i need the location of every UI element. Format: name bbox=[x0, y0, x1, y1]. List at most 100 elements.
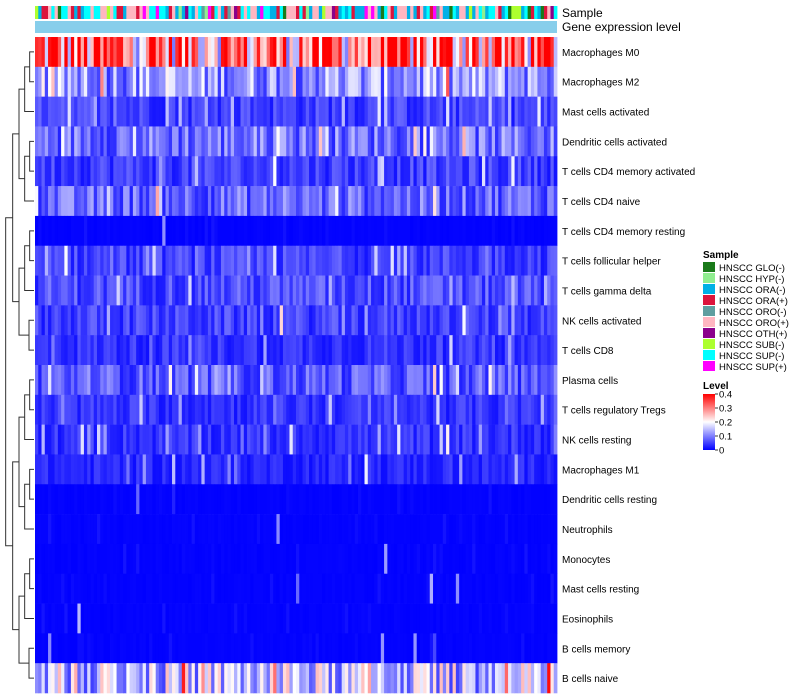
heatmap-cell bbox=[377, 96, 382, 127]
heatmap-cell bbox=[416, 573, 421, 604]
heatmap-cell bbox=[149, 245, 153, 276]
heatmap-cell bbox=[106, 245, 111, 276]
heatmap-cell bbox=[364, 66, 369, 97]
heatmap-cell bbox=[250, 663, 254, 694]
heatmap-cell bbox=[344, 543, 349, 575]
heatmap-cell bbox=[119, 633, 124, 664]
heatmap-cell bbox=[100, 96, 104, 127]
heatmap-cell bbox=[207, 275, 212, 306]
heatmap-cell bbox=[530, 186, 535, 217]
heatmap-cell bbox=[406, 275, 411, 306]
heatmap-cell bbox=[70, 484, 75, 515]
heatmap-cell bbox=[106, 365, 111, 396]
heatmap-cell bbox=[279, 394, 284, 425]
heatmap-cell bbox=[237, 424, 241, 455]
heatmap-cell bbox=[397, 66, 401, 97]
heatmap-cell bbox=[403, 484, 408, 515]
heatmap-cell bbox=[158, 514, 163, 545]
heatmap-cell bbox=[452, 66, 457, 97]
heatmap-cell bbox=[110, 633, 114, 664]
heatmap-cell bbox=[387, 573, 392, 604]
heatmap-cell bbox=[201, 603, 206, 634]
heatmap-cell bbox=[511, 424, 515, 455]
heatmap-cell bbox=[136, 514, 140, 545]
dendrogram-branch bbox=[24, 155, 34, 202]
heatmap-cell bbox=[113, 126, 117, 157]
heatmap-cell bbox=[475, 245, 480, 276]
heatmap-cell bbox=[351, 663, 356, 694]
heatmap-cell bbox=[87, 66, 91, 97]
heatmap-cell bbox=[455, 484, 460, 515]
heatmap-cell bbox=[194, 335, 199, 366]
heatmap-cell bbox=[188, 126, 192, 157]
heatmap-cell bbox=[302, 335, 307, 366]
heatmap-cell bbox=[416, 514, 421, 545]
row-label: T cells CD4 memory resting bbox=[562, 227, 685, 238]
heatmap-cell bbox=[188, 484, 192, 515]
heatmap-cell bbox=[504, 663, 509, 694]
heatmap-cell bbox=[217, 454, 222, 485]
heatmap-cell bbox=[185, 186, 189, 217]
heatmap-cell bbox=[77, 484, 82, 515]
heatmap-cell bbox=[504, 603, 509, 634]
sample-track-cell bbox=[357, 6, 362, 19]
legend-label: HNSCC ORA(-) bbox=[719, 285, 786, 296]
heatmap-cell bbox=[80, 454, 85, 485]
heatmap-cell bbox=[41, 215, 46, 247]
heatmap-cell bbox=[419, 245, 424, 276]
heatmap-cell bbox=[198, 126, 202, 157]
heatmap-cell bbox=[61, 126, 65, 157]
heatmap-cell bbox=[110, 126, 114, 157]
sample-track-cell bbox=[423, 6, 427, 19]
heatmap-cell bbox=[207, 394, 212, 425]
heatmap-cell bbox=[351, 365, 356, 396]
heatmap-cell bbox=[530, 275, 535, 306]
heatmap-cell bbox=[397, 96, 401, 127]
heatmap-cell bbox=[129, 305, 134, 336]
heatmap-cell bbox=[77, 66, 82, 97]
heatmap-cell bbox=[475, 514, 480, 545]
sample-track-cell bbox=[547, 6, 551, 19]
heatmap-cell bbox=[318, 335, 323, 366]
heatmap-cell bbox=[341, 424, 346, 455]
sample-track-cell bbox=[498, 6, 502, 19]
heatmap-cell bbox=[403, 514, 408, 545]
heatmap-cell bbox=[83, 424, 88, 455]
heatmap-cell bbox=[495, 573, 499, 604]
heatmap-cell bbox=[508, 543, 512, 575]
heatmap-cell bbox=[38, 37, 42, 68]
heatmap-cell bbox=[465, 37, 470, 68]
heatmap-cell bbox=[83, 156, 88, 187]
heatmap-cell bbox=[419, 633, 424, 664]
heatmap-cell bbox=[185, 663, 189, 694]
heatmap-cell bbox=[188, 305, 192, 336]
dendrogram-branch bbox=[24, 66, 34, 113]
heatmap-cell bbox=[61, 484, 65, 515]
heatmap-cell bbox=[390, 543, 395, 575]
heatmap-cell bbox=[44, 37, 49, 68]
heatmap-cell bbox=[123, 663, 127, 694]
heatmap-cell bbox=[371, 633, 375, 664]
heatmap-cell bbox=[348, 424, 352, 455]
heatmap-cell bbox=[501, 365, 506, 396]
heatmap-cell bbox=[462, 275, 467, 306]
dendrogram-branch bbox=[12, 133, 19, 303]
heatmap-cell bbox=[38, 603, 42, 634]
heatmap-cell bbox=[51, 365, 55, 396]
heatmap-cell bbox=[194, 514, 199, 545]
heatmap-cell bbox=[286, 37, 290, 68]
heatmap-cell bbox=[495, 454, 499, 485]
heatmap-cell bbox=[243, 484, 248, 515]
heatmap-cell bbox=[250, 275, 254, 306]
heatmap-cell bbox=[220, 37, 225, 68]
heatmap-cell bbox=[220, 663, 225, 694]
heatmap-cell bbox=[48, 514, 52, 545]
heatmap-cell bbox=[335, 215, 339, 247]
heatmap-cell bbox=[152, 365, 157, 396]
heatmap-cell bbox=[305, 215, 310, 247]
sample-track-cell bbox=[263, 6, 268, 19]
heatmap-cell bbox=[93, 365, 98, 396]
heatmap-cell bbox=[129, 663, 134, 694]
heatmap-cell bbox=[465, 305, 470, 336]
heatmap-cell bbox=[214, 454, 219, 485]
